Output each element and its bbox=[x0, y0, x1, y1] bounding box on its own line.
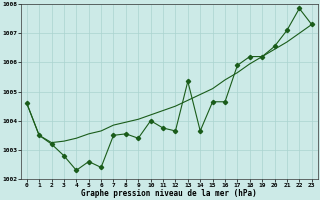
X-axis label: Graphe pression niveau de la mer (hPa): Graphe pression niveau de la mer (hPa) bbox=[81, 189, 257, 198]
